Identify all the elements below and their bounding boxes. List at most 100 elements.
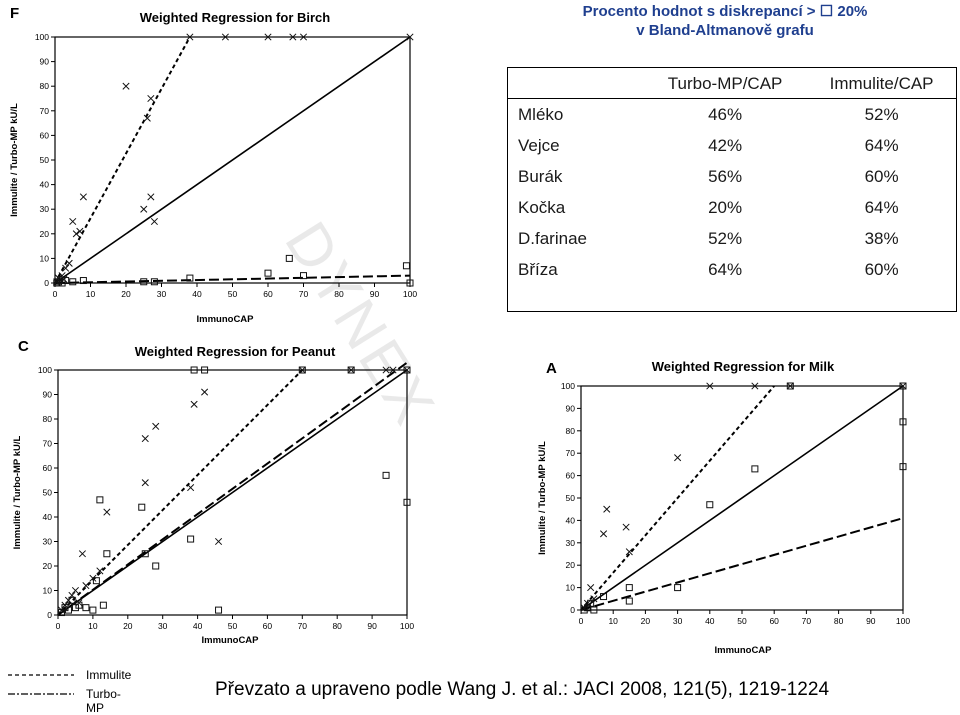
- data-point-square: [190, 366, 198, 374]
- y-tick-label: 70: [43, 439, 53, 449]
- y-tick-label: 10: [43, 586, 53, 596]
- turbo-value: 46%: [708, 104, 743, 124]
- marker-stroke: [214, 537, 223, 546]
- marker-stroke: [382, 366, 390, 374]
- data-point-x: [190, 400, 198, 408]
- data-point-square: [69, 278, 77, 286]
- marker-stroke: [599, 530, 608, 538]
- x-tick-label: 20: [641, 616, 651, 626]
- data-point-x: [603, 505, 611, 513]
- data-point-x: [625, 548, 633, 556]
- data-point-square: [62, 277, 70, 285]
- immulite-value: 52%: [864, 104, 899, 124]
- table-header-row: Turbo-MP/CAP Immulite/CAP: [508, 72, 956, 99]
- marker-stroke: [187, 484, 195, 492]
- table-row: Kočka 20% 64%: [508, 192, 956, 223]
- data-point-x: [406, 33, 414, 41]
- marker-stroke: [289, 33, 297, 41]
- allergen-name: Kočka: [518, 197, 566, 217]
- chart-title: Weighted Regression for Peanut: [135, 344, 336, 359]
- x-tick-label: 100: [400, 621, 414, 631]
- turbo-value: 64%: [708, 259, 743, 279]
- marker-stroke: [61, 601, 69, 609]
- x-tick-label: 80: [332, 621, 342, 631]
- marker-stroke: [264, 33, 272, 41]
- y-tick-label: 10: [566, 583, 576, 593]
- data-point-square: [186, 274, 194, 282]
- marker-stroke: [751, 382, 759, 390]
- y-tick-label: 30: [40, 204, 50, 214]
- x-tick-label: 50: [228, 289, 238, 299]
- y-tick-label: 30: [566, 538, 576, 548]
- marker-stroke: [122, 82, 130, 90]
- data-point-square: [625, 584, 633, 592]
- data-point-x: [152, 422, 160, 430]
- x-tick-label: 50: [228, 621, 238, 631]
- data-point-square: [899, 463, 907, 471]
- x-tick-label: 60: [263, 621, 273, 631]
- panel-letter: F: [10, 5, 19, 22]
- x-tick-label: 10: [608, 616, 618, 626]
- marker-stroke: [147, 193, 155, 201]
- chart-birch: F Weighted Regression for Birch 0 10 20 30 40 5…: [0, 0, 420, 335]
- data-point-x: [103, 508, 111, 516]
- y-tick-label: 80: [43, 414, 53, 424]
- marker-stroke: [71, 586, 80, 595]
- table-row: Bříza 64% 60%: [508, 254, 956, 285]
- data-point-x: [147, 193, 155, 201]
- data-point-x: [72, 230, 80, 238]
- y-tick-label: 20: [43, 561, 53, 571]
- data-point-square: [75, 601, 83, 609]
- y-tick-label: 80: [40, 81, 50, 91]
- data-point-x: [141, 479, 149, 487]
- x-tick-label: 90: [866, 616, 876, 626]
- chart-svg: C Weighted Regression for Peanut 0 10 20 30 40…: [12, 338, 414, 646]
- x-tick-label: 80: [334, 289, 344, 299]
- marker-stroke: [706, 382, 714, 390]
- table-heading: Procento hodnot s diskrepancí > ☐ 20% v …: [520, 2, 930, 40]
- x-tick-label: 20: [123, 621, 133, 631]
- data-point-x: [147, 94, 155, 103]
- x-tick-label: 70: [299, 289, 309, 299]
- data-point-square: [58, 279, 66, 287]
- legend-label: Turbo-MP: [86, 687, 121, 715]
- marker-stroke: [147, 94, 155, 103]
- data-point-square: [590, 606, 598, 614]
- table-row: Vejce 42% 64%: [508, 130, 956, 161]
- chart-title: Weighted Regression for Milk: [652, 359, 835, 374]
- data-point-square: [103, 550, 111, 558]
- data-point-square: [587, 599, 595, 607]
- marker-stroke: [96, 567, 104, 575]
- y-axis-label: Immulite / Turbo-MP kU/L: [12, 435, 23, 549]
- data-point-square: [215, 606, 223, 614]
- data-point-x: [590, 595, 598, 603]
- legend-item-turbo: Turbo-MP: [6, 685, 121, 715]
- immulite-value: 64%: [864, 135, 899, 155]
- x-tick-label: 100: [896, 616, 910, 626]
- data-point-x: [403, 366, 411, 374]
- immulite-value: 60%: [864, 166, 899, 186]
- data-point-square: [406, 279, 414, 287]
- data-point-x: [298, 366, 306, 374]
- data-point-square: [285, 254, 293, 262]
- allergen-name: Vejce: [518, 135, 560, 155]
- data-point-x: [389, 366, 397, 374]
- x-tick-label: 10: [86, 289, 96, 299]
- immulite-value: 64%: [864, 197, 899, 217]
- y-tick-label: 30: [43, 537, 53, 547]
- data-point-x: [289, 33, 297, 41]
- data-point-square: [68, 596, 76, 604]
- y-tick-label: 40: [43, 512, 53, 522]
- marker-stroke: [69, 217, 77, 226]
- marker-stroke: [622, 523, 630, 531]
- panel-letter: C: [18, 338, 29, 355]
- marker-stroke: [152, 422, 160, 430]
- data-point-x: [622, 523, 630, 531]
- y-tick-label: 100: [35, 32, 49, 42]
- regression-line-dotted: [580, 385, 775, 611]
- marker-stroke: [403, 366, 411, 374]
- data-point-x: [71, 586, 80, 595]
- data-point-x: [150, 217, 158, 226]
- y-tick-label: 0: [47, 610, 52, 620]
- line-legend: Immulite Turbo-MP: [6, 666, 131, 715]
